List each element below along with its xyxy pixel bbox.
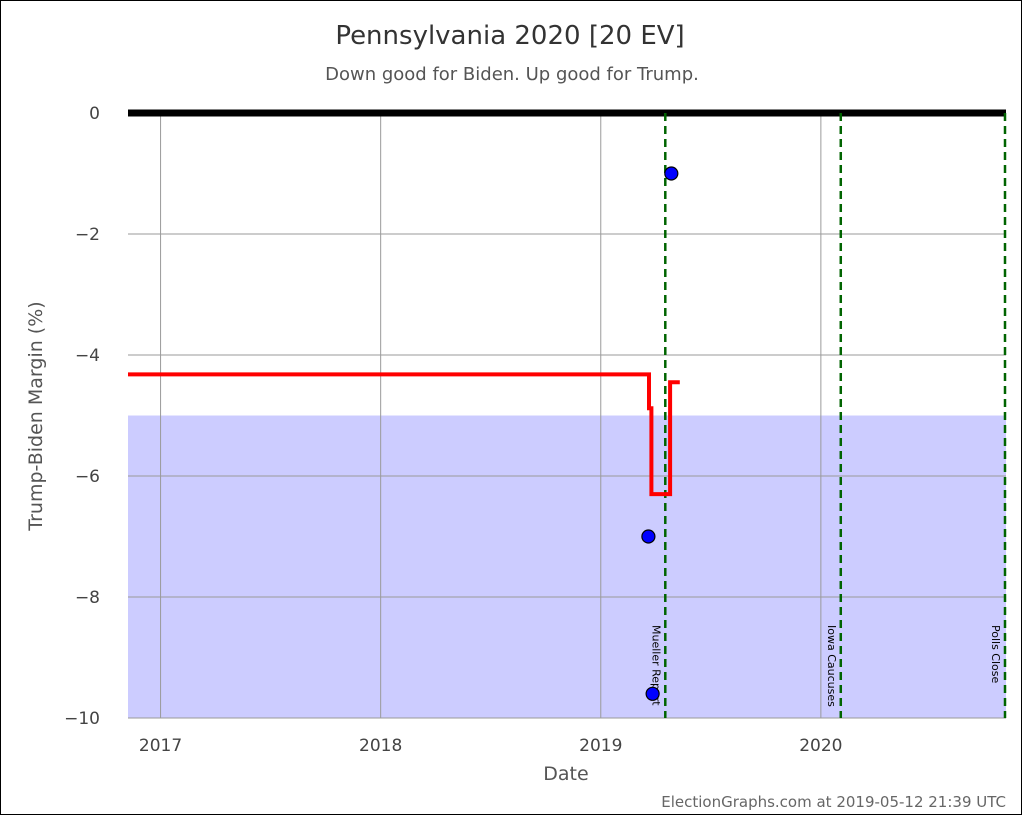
x-tick-label: 2020: [799, 736, 842, 756]
footer-credit: ElectionGraphs.com at 2019-05-12 21:39 U…: [661, 793, 1006, 811]
y-tick-label: −6: [75, 467, 100, 487]
average-line: [128, 372, 680, 497]
y-axis-label: Trump-Biden Margin (%): [25, 301, 47, 531]
y-tick-label: −2: [75, 225, 100, 245]
y-tick-label: 0: [89, 104, 100, 124]
shaded-band: [128, 415, 1006, 718]
poll-point: [645, 686, 660, 701]
x-tick-label: 2017: [139, 736, 182, 756]
y-tick-label: −8: [75, 588, 100, 608]
y-tick-label: −10: [64, 709, 100, 729]
event-label: Iowa Caucuses: [825, 625, 838, 707]
x-tick-label: 2019: [579, 736, 622, 756]
x-tick-label: 2018: [359, 736, 402, 756]
event-label: Mueller Report: [649, 625, 662, 706]
chart-subtitle: Down good for Biden. Up good for Trump.: [325, 64, 699, 85]
poll-point: [641, 529, 656, 544]
x-axis-label: Date: [543, 763, 588, 785]
chart-title: Pennsylvania 2020 [20 EV]: [335, 21, 684, 51]
poll-point: [664, 166, 679, 181]
event-label: Polls Close: [989, 625, 1002, 684]
y-tick-label: −4: [75, 346, 100, 366]
